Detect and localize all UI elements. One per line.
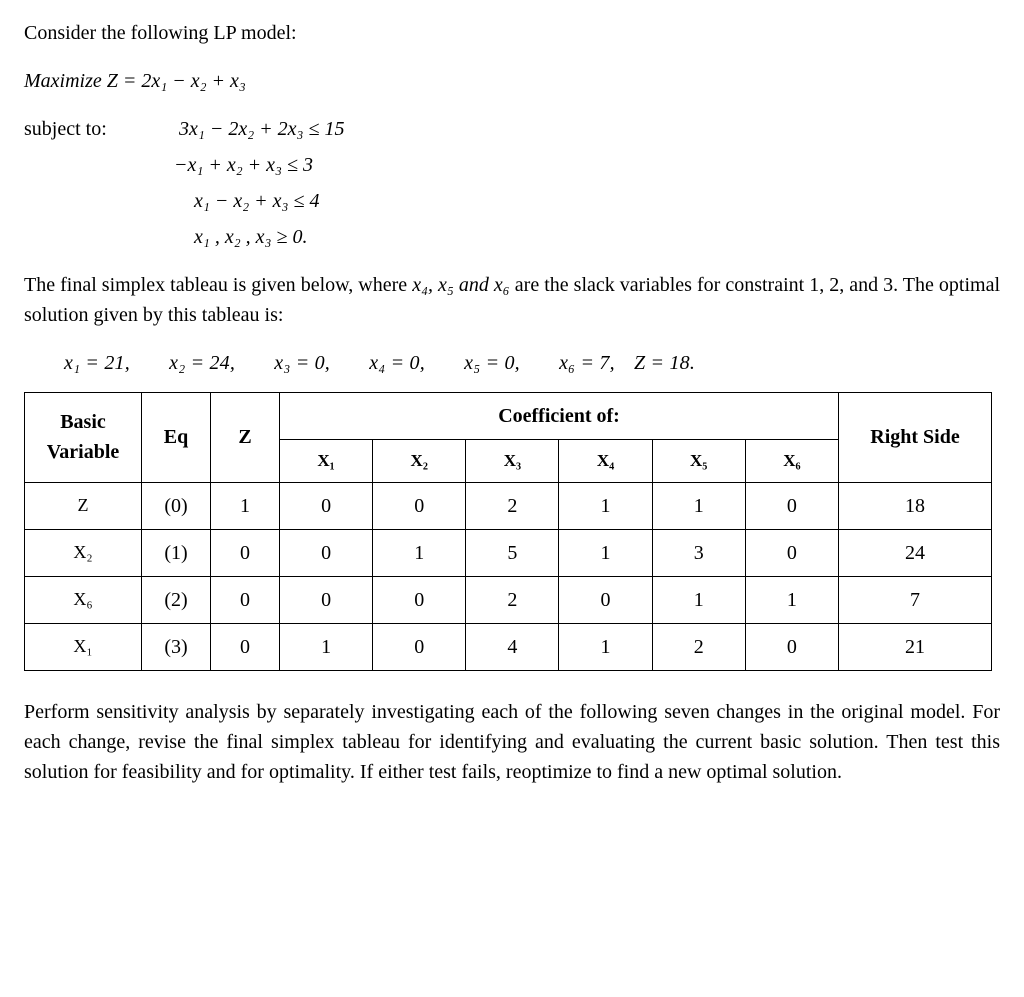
col-right-side: Right Side: [839, 393, 992, 483]
cell-x5: 2: [652, 623, 745, 670]
cell-x1: 0: [280, 529, 373, 576]
cell-x3: 2: [466, 482, 559, 529]
table-row: X₆ (2) 0 0 0 2 0 1 1 7: [25, 576, 992, 623]
cell-eq: (2): [142, 576, 211, 623]
cell-rs: 18: [839, 482, 992, 529]
cell-rs: 7: [839, 576, 992, 623]
cell-z: 0: [211, 576, 280, 623]
cell-x3: 2: [466, 576, 559, 623]
cell-z: 0: [211, 623, 280, 670]
tableau-intro: The final simplex tableau is given below…: [24, 270, 1000, 330]
cell-z: 0: [211, 529, 280, 576]
constraint-1: 3x₁ − 2x₂ + 2x₃ ≤ 15: [179, 118, 344, 140]
table-row: X₁ (3) 0 1 0 4 1 2 0 21: [25, 623, 992, 670]
cell-eq: (0): [142, 482, 211, 529]
sol-x3: x₃ = 0,: [274, 348, 330, 378]
cell-x4: 0: [559, 576, 652, 623]
col-x4: X₄: [559, 440, 652, 483]
cell-eq: (3): [142, 623, 211, 670]
tableau-intro-a: The final simplex tableau is given below…: [24, 274, 412, 296]
col-eq: Eq: [142, 393, 211, 483]
cell-x2: 0: [373, 482, 466, 529]
objective-expression: = 2x₁ − x₂ + x₃: [123, 70, 246, 92]
col-z: Z: [211, 393, 280, 483]
cell-x1: 0: [280, 482, 373, 529]
sol-x4: x₄ = 0,: [369, 348, 425, 378]
cell-x6: 1: [745, 576, 838, 623]
cell-x6: 0: [745, 623, 838, 670]
cell-x2: 1: [373, 529, 466, 576]
simplex-tableau: Basic Variable Eq Z Coefficient of: Righ…: [24, 392, 992, 671]
cell-z: 1: [211, 482, 280, 529]
col-x6: X₆: [745, 440, 838, 483]
cell-bv: X₆: [25, 576, 142, 623]
cell-x3: 4: [466, 623, 559, 670]
tableau-intro-vars: x₄, x₅ and x₆: [412, 274, 510, 296]
cell-x6: 0: [745, 529, 838, 576]
col-x5: X₅: [652, 440, 745, 483]
constraint-3: x₁ − x₂ + x₃ ≤ 4: [174, 186, 1000, 216]
nonnegativity: x₁ , x₂ , x₃ ≥ 0.: [174, 222, 1000, 252]
cell-x5: 1: [652, 482, 745, 529]
table-header-row-1: Basic Variable Eq Z Coefficient of: Righ…: [25, 393, 992, 440]
table-row: X₂ (1) 0 0 1 5 1 3 0 24: [25, 529, 992, 576]
sol-x2: x₂ = 24,: [169, 348, 235, 378]
sol-z: Z = 18.: [634, 348, 695, 378]
col-x1: X₁: [280, 440, 373, 483]
sol-x1: x₁ = 21,: [64, 348, 130, 378]
col-coefficient-of: Coefficient of:: [280, 393, 839, 440]
cell-rs: 24: [839, 529, 992, 576]
constraints-block: subject to: 3x₁ − 2x₂ + 2x₃ ≤ 15 −x₁ + x…: [24, 114, 1000, 252]
subject-to-label: subject to:: [24, 114, 174, 144]
cell-rs: 21: [839, 623, 992, 670]
objective-label: Maximize Z: [24, 70, 118, 92]
cell-x1: 0: [280, 576, 373, 623]
col-x2: X₂: [373, 440, 466, 483]
cell-eq: (1): [142, 529, 211, 576]
cell-x4: 1: [559, 482, 652, 529]
cell-x4: 1: [559, 623, 652, 670]
cell-bv: X₁: [25, 623, 142, 670]
cell-bv: X₂: [25, 529, 142, 576]
cell-x3: 5: [466, 529, 559, 576]
cell-x1: 1: [280, 623, 373, 670]
cell-x6: 0: [745, 482, 838, 529]
intro-text: Consider the following LP model:: [24, 18, 1000, 48]
table-row: Z (0) 1 0 0 2 1 1 0 18: [25, 482, 992, 529]
objective-function: Maximize Z = 2x₁ − x₂ + x₃: [24, 66, 1000, 96]
cell-x4: 1: [559, 529, 652, 576]
closing-paragraph: Perform sensitivity analysis by separate…: [24, 697, 1000, 787]
sol-x6: x₆ = 7,: [559, 348, 615, 378]
col-basic-variable: Basic Variable: [25, 393, 142, 483]
constraint-2: −x₁ + x₂ + x₃ ≤ 3: [174, 150, 1000, 180]
cell-x5: 1: [652, 576, 745, 623]
cell-x2: 0: [373, 576, 466, 623]
col-x3: X₃: [466, 440, 559, 483]
cell-bv: Z: [25, 482, 142, 529]
cell-x2: 0: [373, 623, 466, 670]
cell-x5: 3: [652, 529, 745, 576]
optimal-solution: x₁ = 21, x₂ = 24, x₃ = 0, x₄ = 0, x₅ = 0…: [64, 348, 1000, 378]
sol-x5: x₅ = 0,: [464, 348, 520, 378]
